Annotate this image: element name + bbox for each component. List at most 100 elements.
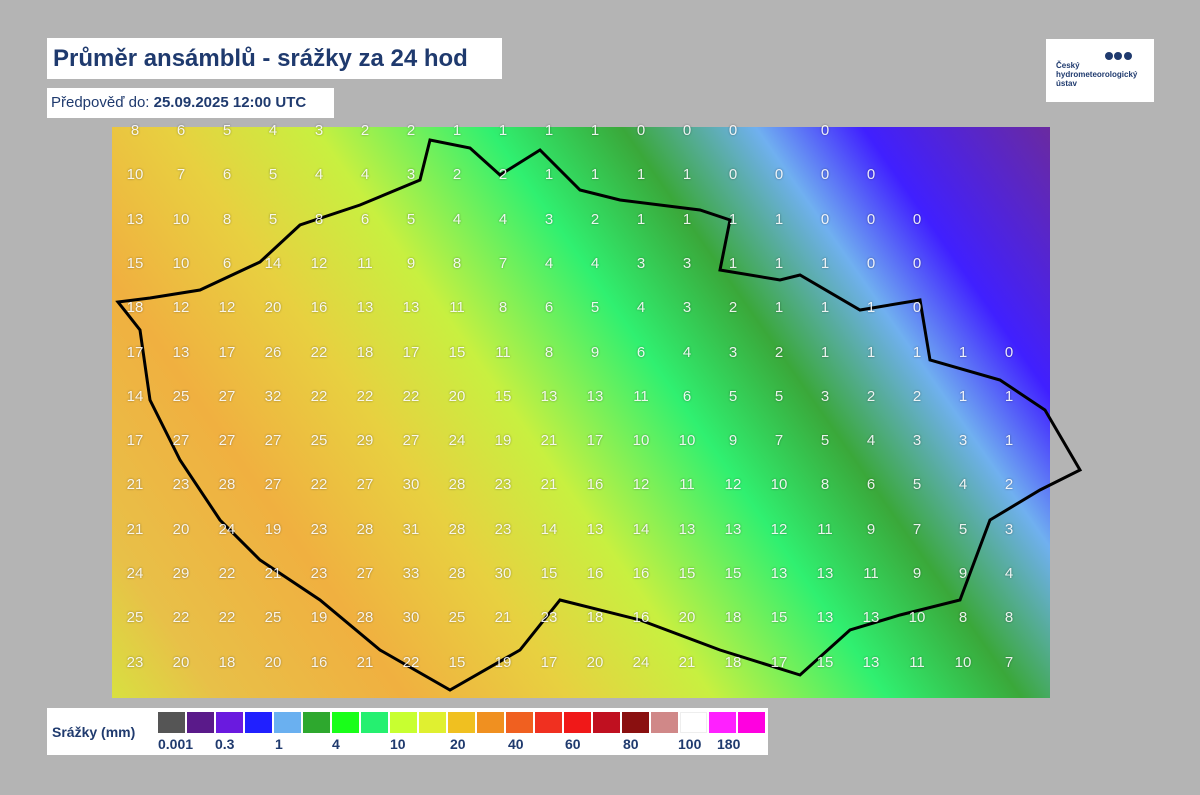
grid-value: 1	[912, 343, 922, 361]
legend-swatch	[506, 712, 533, 733]
grid-value: 4	[590, 254, 600, 272]
grid-value: 24	[632, 653, 650, 671]
grid-value: 2	[774, 343, 784, 361]
grid-value: 0	[682, 122, 692, 139]
grid-value: 27	[402, 432, 420, 450]
grid-value: 22	[218, 565, 236, 582]
legend-label: 80	[623, 736, 639, 752]
grid-value: 1	[636, 166, 646, 184]
grid-value: 13	[356, 299, 374, 317]
grid-value: 13	[586, 520, 604, 538]
grid-value: 8	[1004, 609, 1014, 627]
grid-value: 5	[590, 299, 600, 317]
legend-swatch	[274, 712, 301, 733]
grid-value: 13	[816, 609, 834, 627]
grid-value: 28	[448, 565, 466, 582]
grid-value: 22	[402, 387, 420, 405]
grid-value: 0	[866, 254, 876, 272]
grid-value: 1	[774, 299, 784, 317]
grid-value: 1	[728, 210, 738, 228]
grid-value: 6	[222, 254, 232, 272]
grid-value: 17	[770, 653, 788, 671]
grid-value: 10	[770, 476, 788, 494]
grid-value: 15	[494, 387, 512, 405]
legend-label: 180	[717, 736, 741, 752]
grid-value: 22	[310, 476, 328, 494]
grid-value: 28	[448, 520, 466, 538]
legend-swatch	[332, 712, 359, 733]
grid-value: 3	[1004, 520, 1014, 538]
grid-value: 5	[820, 432, 830, 450]
grid-value: 11	[495, 343, 511, 361]
legend-label: 1	[275, 736, 283, 752]
grid-value: 4	[1004, 565, 1014, 582]
grid-value: 20	[172, 653, 190, 671]
grid-value: 6	[360, 210, 370, 228]
grid-value: 15	[126, 254, 144, 272]
grid-value: 11	[863, 565, 879, 582]
logo-mark	[1105, 52, 1132, 60]
grid-value: 5	[958, 520, 968, 538]
grid-value: 3	[406, 166, 416, 184]
legend-swatch	[303, 712, 330, 733]
grid-value: 2	[406, 122, 416, 139]
grid-value: 2	[498, 166, 508, 184]
grid-value: 31	[402, 520, 420, 538]
grid-value: 21	[126, 476, 144, 494]
grid-value: 15	[816, 653, 834, 671]
grid-value: 29	[172, 565, 190, 582]
grid-value: 25	[264, 609, 282, 627]
grid-value: 20	[264, 653, 282, 671]
grid-value: 12	[172, 299, 190, 317]
grid-value: 5	[728, 387, 738, 405]
grid-value: 5	[268, 210, 278, 228]
grid-value: 10	[172, 210, 190, 228]
grid-value: 4	[360, 166, 370, 184]
grid-value: 13	[770, 565, 788, 582]
grid-value: 32	[264, 387, 282, 405]
grid-value: 4	[314, 166, 324, 184]
grid-value: 1	[498, 122, 508, 139]
grid-value: 1	[820, 343, 830, 361]
grid-value: 15	[770, 609, 788, 627]
grid-value: 28	[448, 476, 466, 494]
grid-value: 20	[172, 520, 190, 538]
grid-value: 18	[356, 343, 374, 361]
grid-value: 1	[544, 122, 554, 139]
grid-value: 1	[958, 387, 968, 405]
grid-value: 27	[172, 432, 190, 450]
grid-value: 10	[172, 254, 190, 272]
grid-value: 30	[494, 565, 512, 582]
grid-value: 3	[682, 299, 692, 317]
grid-value: 1	[636, 210, 646, 228]
grid-value: 16	[310, 299, 328, 317]
grid-value: 15	[678, 565, 696, 582]
grid-value: 1	[1004, 432, 1014, 450]
grid-value: 20	[448, 387, 466, 405]
grid-value: 4	[498, 210, 508, 228]
grid-value: 24	[218, 520, 236, 538]
grid-value: 29	[356, 432, 374, 450]
grid-value: 9	[728, 432, 738, 450]
grid-value: 9	[958, 565, 968, 582]
legend-swatch	[651, 712, 678, 733]
grid-value: 1	[452, 122, 462, 139]
grid-value: 7	[1004, 653, 1014, 671]
grid-value: 0	[820, 210, 830, 228]
grid-value: 18	[724, 609, 742, 627]
grid-value: 25	[448, 609, 466, 627]
grid-value: 27	[264, 476, 282, 494]
grid-value: 27	[356, 476, 374, 494]
grid-value: 13	[816, 565, 834, 582]
grid-value: 14	[632, 520, 650, 538]
grid-value: 7	[912, 520, 922, 538]
grid-value: 12	[632, 476, 650, 494]
grid-value: 18	[126, 299, 144, 317]
grid-value: 10	[908, 609, 926, 627]
grid-value: 13	[724, 520, 742, 538]
grid-value: 11	[909, 653, 925, 671]
subtitle-date: 25.09.2025 12:00 UTC	[153, 94, 307, 111]
grid-value: 25	[310, 432, 328, 450]
grid-value: 10	[954, 653, 972, 671]
